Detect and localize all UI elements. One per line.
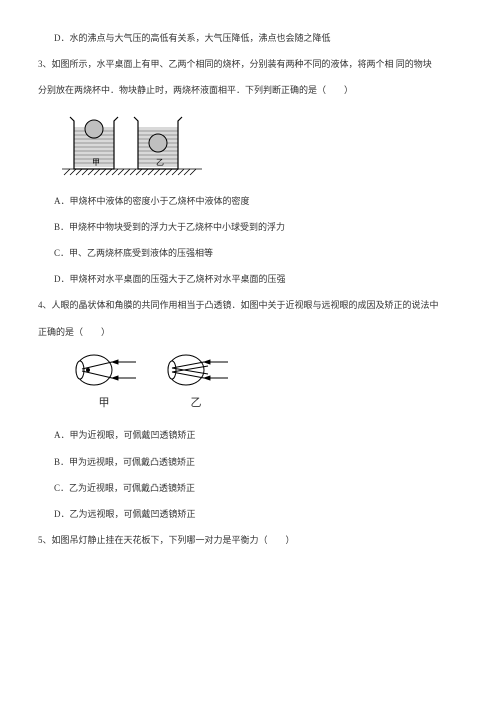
q3-option-a: A．甲烧杯中液体的密度小于乙烧杯中液体的密度: [38, 193, 462, 209]
q4-option-a: A．甲为近视眼，可佩戴凹透镜矫正: [38, 427, 462, 443]
q5-stem: 5、如图吊灯静止挂在天花板下，下列哪一对力是平衡力（ ）: [38, 532, 462, 548]
q4-label-yi: 乙: [191, 394, 202, 414]
svg-text:乙: 乙: [156, 158, 164, 167]
q3-figure: 甲 乙: [62, 109, 462, 181]
q3-option-b: B．甲烧杯中物块受到的浮力大于乙烧杯中小球受到的浮力: [38, 219, 462, 235]
q3-stem-line2: 分别放在两烧杯中．物块静止时，两烧杯液面相平．下列判断正确的是（ ）: [38, 82, 462, 98]
q4-option-d: D．乙为远视眼，可佩戴凹透镜矫正: [38, 506, 462, 522]
prev-option-d: D．水的沸点与大气压的高低有关系，大气压降低，沸点也会随之降低: [38, 30, 462, 46]
q4-figure: 甲 乙: [72, 350, 462, 414]
q3-option-c: C．甲、乙两烧杯底受到液体的压强相等: [38, 245, 462, 261]
q4-stem-line2: 正确的是（ ）: [38, 324, 462, 340]
q4-stem-line1: 4、人眼的晶状体和角膜的共同作用相当于凸透镜．如图中关于近视眼与远视眼的成因及矫…: [38, 297, 462, 313]
q4-label-jia: 甲: [99, 394, 110, 414]
svg-text:甲: 甲: [92, 158, 100, 167]
q4-option-b: B．甲为远视眼，可佩戴凸透镜矫正: [38, 454, 462, 470]
q4-option-c: C．乙为近视眼，可佩戴凸透镜矫正: [38, 480, 462, 496]
q3-stem-line1: 3、如图所示，水平桌面上有甲、乙两个相同的烧杯，分别装有两种不同的液体，将两个相…: [38, 56, 462, 72]
q3-option-d: D．甲烧杯对水平桌面的压强大于乙烧杯对水平桌面的压强: [38, 271, 462, 287]
